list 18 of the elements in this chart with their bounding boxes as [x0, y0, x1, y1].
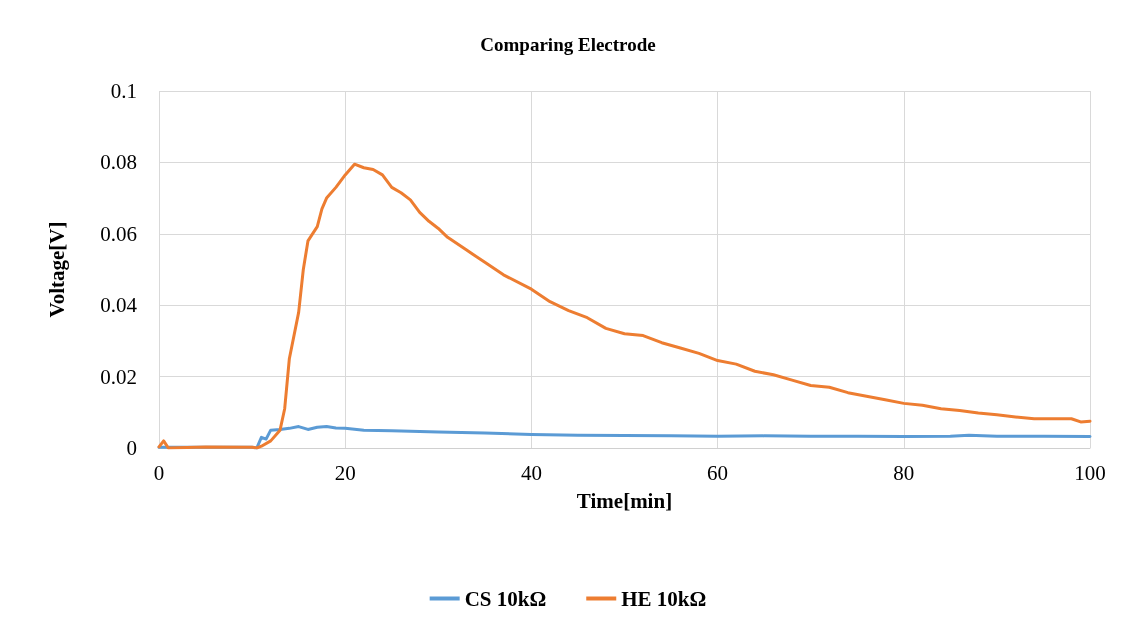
chart-title: Comparing Electrode — [480, 34, 656, 55]
line-series — [157, 162, 1092, 450]
x-tick-label: 100 — [1074, 460, 1106, 485]
x-tick-label: 60 — [707, 460, 729, 485]
y-tick-label: 0.1 — [110, 79, 137, 103]
legend-label: CS 10kΩ — [464, 586, 547, 611]
y-tick-label: 0.06 — [100, 221, 137, 246]
x-tick-label: 40 — [520, 460, 542, 485]
y-axis-title: Voltage[V] — [44, 221, 69, 318]
y-tick-label: 0.04 — [100, 293, 138, 318]
legend-label: HE 10kΩ — [621, 586, 707, 611]
x-tick-label: 80 — [893, 460, 915, 485]
x-tick-label: 0 — [153, 460, 165, 485]
y-tick-label: 0 — [126, 436, 137, 460]
x-axis-title: Time[min] — [576, 488, 673, 513]
x-tick-label: 20 — [334, 460, 356, 485]
y-tick-label: 0.08 — [100, 150, 137, 175]
y-tick-label: 0.02 — [100, 364, 137, 389]
